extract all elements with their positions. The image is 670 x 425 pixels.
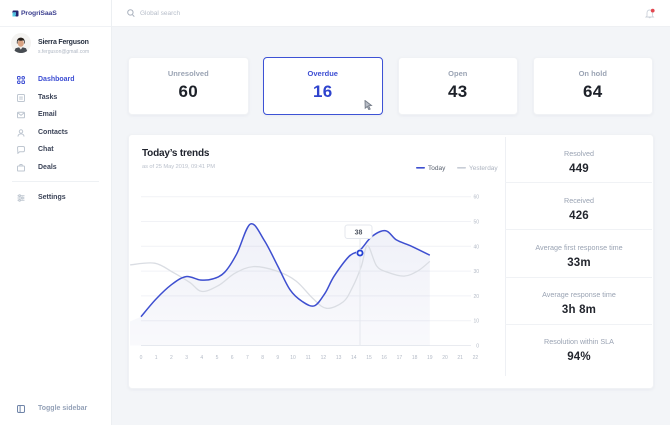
svg-text:2: 2 bbox=[170, 355, 173, 361]
svg-text:18: 18 bbox=[412, 355, 418, 361]
svg-text:1: 1 bbox=[155, 355, 158, 361]
svg-text:5: 5 bbox=[216, 355, 219, 361]
svg-text:38: 38 bbox=[355, 230, 363, 237]
svg-text:7: 7 bbox=[246, 355, 249, 361]
svg-text:11: 11 bbox=[306, 355, 311, 361]
svg-text:6: 6 bbox=[231, 355, 234, 361]
svg-text:14: 14 bbox=[351, 355, 357, 361]
svg-text:0: 0 bbox=[476, 344, 479, 350]
svg-text:30: 30 bbox=[473, 269, 479, 275]
svg-text:8: 8 bbox=[261, 355, 264, 361]
svg-text:19: 19 bbox=[427, 355, 433, 361]
svg-text:13: 13 bbox=[336, 355, 342, 361]
svg-text:21: 21 bbox=[457, 355, 463, 361]
svg-text:40: 40 bbox=[473, 244, 479, 250]
svg-text:0: 0 bbox=[140, 355, 143, 361]
svg-text:20: 20 bbox=[473, 294, 479, 300]
svg-text:3: 3 bbox=[185, 355, 188, 361]
svg-text:20: 20 bbox=[442, 355, 448, 361]
svg-text:9: 9 bbox=[276, 355, 279, 361]
svg-text:12: 12 bbox=[321, 355, 327, 361]
svg-text:60: 60 bbox=[473, 195, 479, 201]
svg-text:10: 10 bbox=[290, 355, 296, 361]
svg-text:4: 4 bbox=[200, 355, 203, 361]
svg-text:22: 22 bbox=[473, 355, 479, 361]
svg-text:15: 15 bbox=[366, 355, 372, 361]
svg-text:10: 10 bbox=[473, 319, 479, 325]
svg-text:17: 17 bbox=[397, 355, 403, 361]
svg-text:16: 16 bbox=[381, 355, 387, 361]
svg-text:50: 50 bbox=[473, 220, 479, 226]
